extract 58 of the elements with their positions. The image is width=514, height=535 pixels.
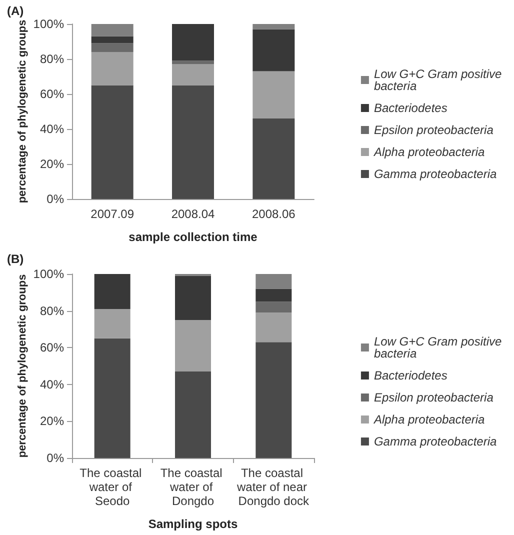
text: (A)	[7, 4, 24, 18]
bar	[175, 372, 211, 458]
x-tick-label: 2007.09	[90, 207, 134, 221]
y-tick-label: 60%	[40, 87, 64, 101]
x-tick-label: 2008.06	[252, 207, 296, 221]
x-axis-title: Sampling spots	[148, 517, 238, 531]
y-tick-label: 20%	[40, 414, 64, 428]
y-tick-label: 40%	[40, 122, 64, 136]
legend-label: Low G+C Gram positive bacteria	[374, 334, 505, 360]
y-tick-label: 0%	[46, 451, 64, 465]
bar	[172, 24, 214, 61]
bar	[256, 312, 292, 342]
legend-label: Alpha proteobacteria	[372, 412, 486, 426]
bar	[175, 276, 211, 320]
y-tick-label: 100%	[33, 267, 64, 281]
bar	[252, 118, 295, 199]
x-tick-label: The coastal water of near Dongdo dock	[236, 466, 310, 508]
bar	[172, 85, 214, 199]
bar	[172, 60, 214, 64]
x-tick-label: The coastal water of Dongdo	[160, 466, 226, 508]
legend-label: Gamma proteobacteria	[374, 167, 498, 181]
bar	[256, 288, 292, 302]
y-tick-label: 80%	[40, 52, 64, 66]
legend-label: Epsilon proteobacteria	[374, 390, 494, 404]
bar	[252, 24, 295, 30]
legend-label: Alpha proteobacteria	[372, 145, 486, 159]
y-tick-label: 100%	[33, 17, 64, 31]
bar	[172, 64, 214, 86]
legend-label: Bacteriodetes	[374, 101, 448, 115]
bar	[252, 71, 295, 118]
bar	[252, 29, 295, 72]
bar	[91, 36, 134, 44]
y-axis-title: percentage of phylogenetic groups	[16, 274, 28, 458]
bar	[94, 274, 130, 309]
bar	[175, 320, 211, 372]
bar	[91, 52, 134, 86]
text: (B)	[7, 252, 24, 266]
bar	[94, 308, 130, 338]
bar	[91, 43, 134, 52]
x-tick-label: The coastal water of Seodo	[80, 466, 146, 508]
y-tick-label: 80%	[40, 304, 64, 318]
legend-label: Low G+C Gram positive bacteria	[374, 67, 505, 93]
x-tick-label: 2008.04	[171, 207, 216, 221]
bar	[256, 302, 292, 313]
legend-label: Gamma proteobacteria	[374, 434, 498, 448]
x-axis-title: sample collection time	[128, 230, 258, 244]
y-tick-label: 60%	[40, 340, 64, 355]
legend-label: Bacteriodetes	[374, 368, 448, 382]
y-tick-label: 40%	[40, 377, 64, 392]
bar	[91, 24, 134, 36]
bar	[256, 274, 292, 289]
y-tick-label: 20%	[40, 157, 64, 171]
legend-label: Epsilon proteobacteria	[374, 123, 494, 137]
bar	[94, 338, 130, 458]
bar	[256, 342, 292, 458]
bar	[91, 85, 134, 199]
y-tick-label: 0%	[46, 192, 64, 206]
y-axis-title: percentage of phylogenetic groups	[16, 20, 28, 204]
